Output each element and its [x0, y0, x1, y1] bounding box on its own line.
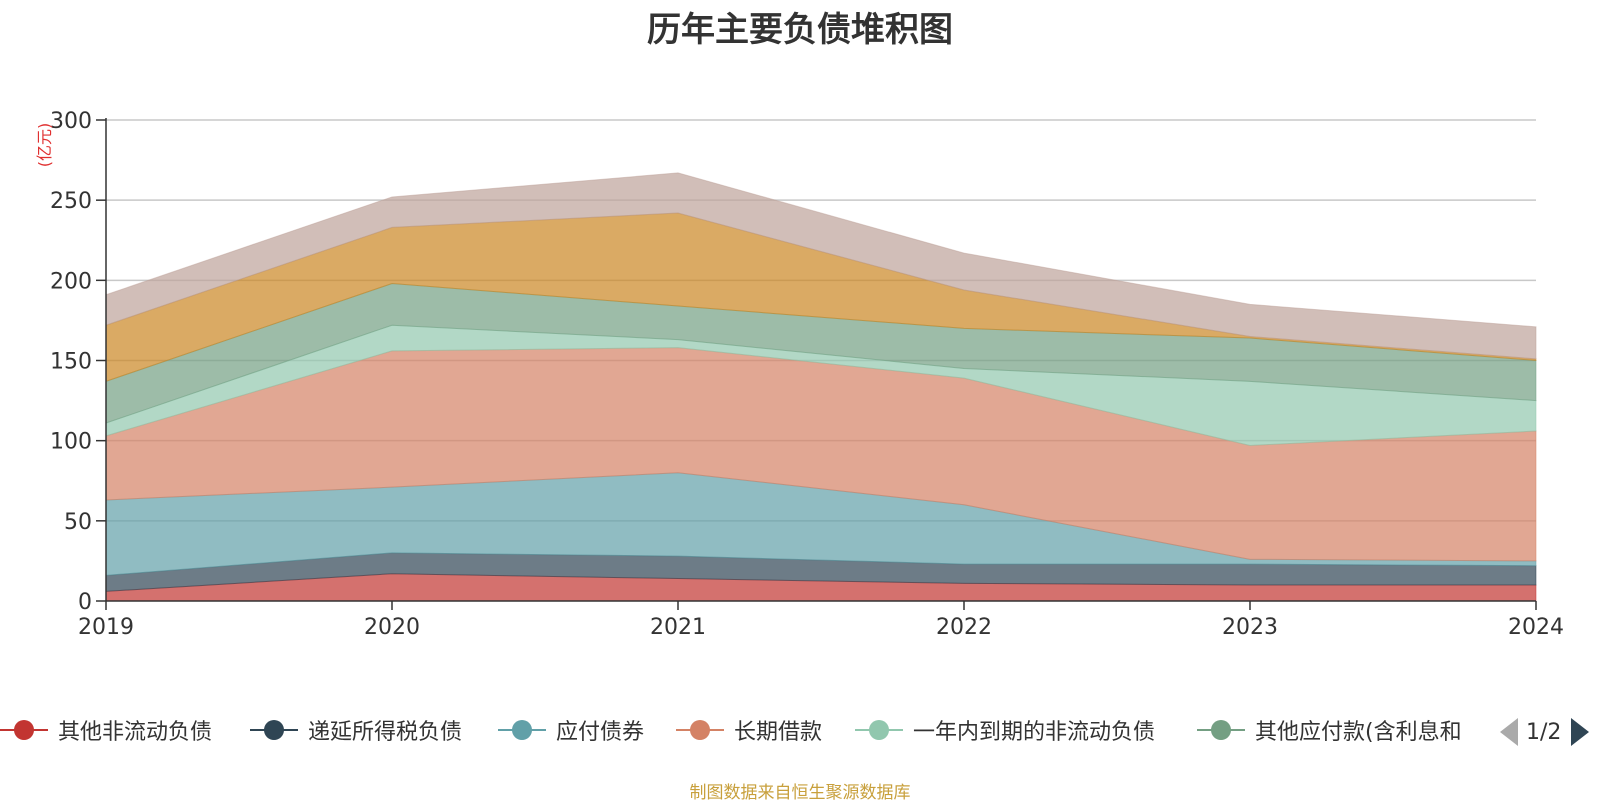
legend-item-1[interactable]: 递延所得税负债	[250, 710, 462, 750]
legend-marker-icon	[676, 720, 724, 740]
legend-item-0[interactable]: 其他非流动负债	[0, 710, 212, 750]
legend-label: 一年内到期的非流动负债	[913, 720, 1156, 745]
y-tick-label-100: 100	[50, 430, 92, 455]
y-axis-unit-label: (亿元)	[35, 123, 54, 168]
y-tick-label-150: 150	[50, 350, 92, 375]
legend-page-indicator: 1/2	[1526, 719, 1562, 745]
source-footnote: 制图数据来自恒生聚源数据库	[689, 783, 911, 803]
legend-label: 递延所得税负债	[308, 720, 463, 745]
legend-item-4[interactable]: 一年内到期的非流动负债	[855, 710, 1155, 750]
legend-marker-icon	[498, 720, 546, 740]
chart-title: 历年主要负债堆积图	[647, 10, 953, 50]
y-tick-label-300: 300	[50, 109, 92, 134]
axis-layer: 0 50 100 150 200 250 300 2019 2020 2021 2022 2023 20…	[50, 109, 1564, 640]
y-tick-label-50: 50	[64, 510, 92, 535]
area-layer	[105, 172, 1537, 602]
x-tick-label-2022: 2022	[936, 615, 992, 640]
legend-prev-page-icon[interactable]	[1500, 718, 1518, 746]
legend-item-3[interactable]: 长期借款	[676, 710, 822, 750]
legend-pager: 1/2	[1500, 718, 1590, 746]
y-tick-label-200: 200	[50, 269, 92, 294]
x-tick-label-2020: 2020	[364, 615, 420, 640]
legend: 其他非流动负债 递延所得税负债 应付债券 长期借款 一年内到期的非流动负债 其他应付款(含…	[0, 710, 1600, 750]
legend-label: 其他非流动负债	[58, 720, 213, 745]
legend-label: 其他应付款(含利息和	[1255, 720, 1462, 745]
y-tick-label-250: 250	[50, 189, 92, 214]
legend-next-page-icon[interactable]	[1571, 718, 1590, 746]
area-series-7[interactable]	[105, 172, 1537, 360]
legend-label: 应付债券	[556, 720, 645, 745]
legend-item-2[interactable]: 应付债券	[498, 710, 644, 750]
x-tick-label-2021: 2021	[650, 615, 706, 640]
legend-marker-icon	[250, 720, 298, 740]
x-tick-label-2019: 2019	[78, 615, 134, 640]
legend-marker-icon	[855, 720, 903, 740]
legend-item-5[interactable]: 其他应付款(含利息和	[1197, 710, 1462, 750]
legend-marker-icon	[0, 720, 48, 740]
y-tick-label-0: 0	[78, 590, 92, 615]
x-tick-label-2023: 2023	[1222, 615, 1278, 640]
legend-label: 长期借款	[734, 720, 823, 745]
x-tick-label-2024: 2024	[1508, 615, 1564, 640]
legend-marker-icon	[1197, 720, 1245, 740]
